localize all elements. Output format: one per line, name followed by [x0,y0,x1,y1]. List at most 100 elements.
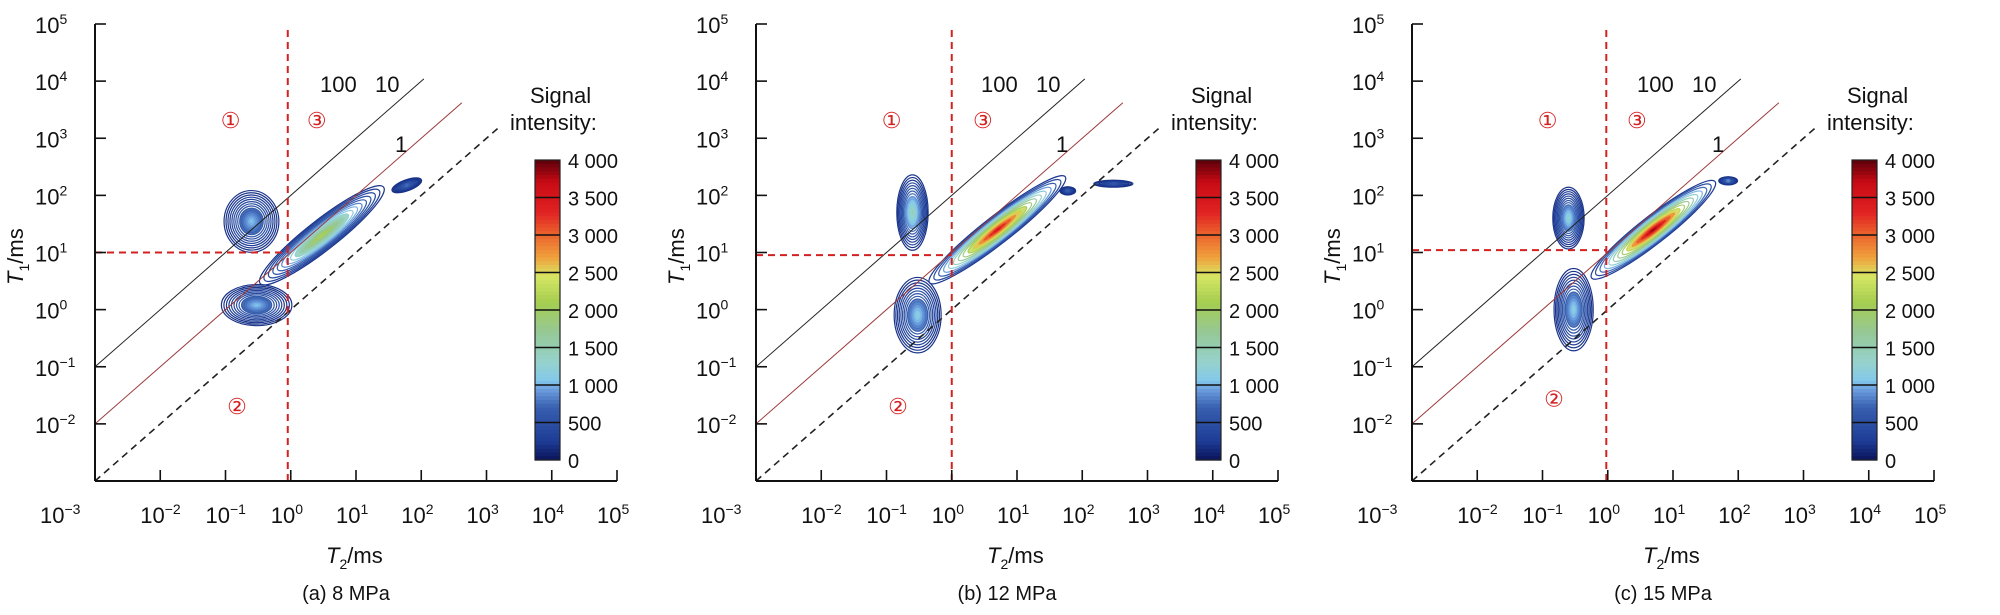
colorbar-segment [535,287,560,292]
contour-line [248,218,255,225]
colorbar-segment [1196,160,1221,165]
colorbar-segment [1196,280,1221,285]
colorbar-segment [1852,422,1877,427]
contour-peak [1553,267,1594,352]
colorbar-segment [535,358,560,364]
colorbar-segment [1196,205,1221,210]
colorbar-segment [1196,268,1221,274]
colorbar-segment [535,280,560,285]
y-tick-label: 102 [1352,182,1384,209]
colorbar-segment [535,340,560,345]
ratio-label-10: 10 [375,72,399,97]
x-tick-label: 10−1 [867,501,908,528]
colorbar-tick-label: 500 [568,414,601,436]
colorbar-segment [1852,175,1877,180]
ratio-label-100: 100 [981,72,1018,97]
x-tick-label: 104 [532,501,564,528]
ratio-label-100: 100 [320,72,357,97]
y-tick-label: 10−2 [35,411,76,438]
x-tick-label: 101 [336,501,368,528]
contour-line [1552,186,1585,250]
colorbar-segment [1852,340,1877,345]
contour-line [1559,279,1589,340]
colorbar-segment [1852,388,1877,394]
colorbar-segment [1196,347,1221,352]
x-tick-label: 103 [467,501,499,528]
colorbar-segment [535,332,560,337]
colorbar-segment [1196,208,1221,214]
colorbar-segment [1196,246,1221,251]
colorbar-segment [535,253,560,259]
panel-caption: (b) 12 MPa [958,583,1058,605]
colorbar-segment [1196,186,1221,191]
colorbar-title-line2: intensity: [1171,110,1258,135]
colorbar-segment [1852,160,1877,165]
colorbar-segment [535,403,560,409]
colorbar-segment [1852,212,1877,217]
colorbar-title-line2: intensity: [510,110,597,135]
ratio-label-1: 1 [1712,132,1724,157]
contour-line [258,185,385,286]
colorbar-segment [1196,441,1221,446]
contour-line [915,311,920,319]
colorbar-segment [535,186,560,191]
contour-line [228,288,285,322]
contour-line [231,198,272,245]
contour-line [897,176,928,249]
contour-group [1552,176,1739,352]
contour-peak [896,174,929,251]
colorbar-tick-label: 0 [1885,451,1896,473]
contour-line [1571,306,1576,314]
colorbar-segment [535,291,560,296]
colorbar-segment [1852,347,1877,352]
contour-line [229,196,274,247]
colorbar-segment [535,231,560,236]
colorbar-segment [1196,178,1221,184]
colorbar-segment [1852,355,1877,360]
colorbar-segment [535,400,560,405]
x-tick-label: 10−3 [40,501,81,528]
colorbar-segment [1196,283,1221,289]
colorbar-segment [1196,201,1221,206]
region-label: ① [1538,109,1558,134]
colorbar-segment [1852,193,1877,199]
colorbar-tick-label: 1 000 [1229,376,1279,398]
colorbar-segment [1196,358,1221,364]
colorbar-segment [1196,355,1221,360]
colorbar-segment [1852,298,1877,304]
contour-line [1557,276,1590,343]
contour-line [1648,225,1659,234]
colorbar-segment [1196,235,1221,240]
colorbar-segment [1196,295,1221,300]
x-tick-label: 10−1 [1523,501,1564,528]
colorbar-segment [535,227,560,232]
contour-line [957,198,1038,262]
colorbar-segment [1196,392,1221,397]
y-axis-title: T1/ms [1320,228,1349,285]
x-tick-label: 105 [1258,501,1290,528]
colorbar-segment [535,220,560,225]
contour-line [1555,193,1582,243]
colorbar-segment [1196,430,1221,435]
colorbar-segment [1196,265,1221,270]
colorbar-segment [1196,415,1221,420]
colorbar-segment [1196,388,1221,394]
colorbar-segment [535,392,560,397]
colorbar-segment [1196,452,1221,457]
contour-line [316,231,327,240]
colorbar-segment [1852,227,1877,232]
colorbar-segment [1852,373,1877,379]
colorbar-segment [535,235,560,240]
colorbar-segment [1852,295,1877,300]
ratio-line-1 [94,125,501,482]
contour-line [928,175,1067,285]
contour-line [895,279,941,351]
colorbar-segment [1852,430,1877,435]
y-tick-label: 105 [35,11,67,38]
colorbar-tick-label: 1 000 [1885,376,1935,398]
colorbar-segment [1852,313,1877,319]
colorbar-segment [1196,362,1221,367]
colorbar-segment [535,197,560,202]
colorbar-segment [535,433,560,439]
